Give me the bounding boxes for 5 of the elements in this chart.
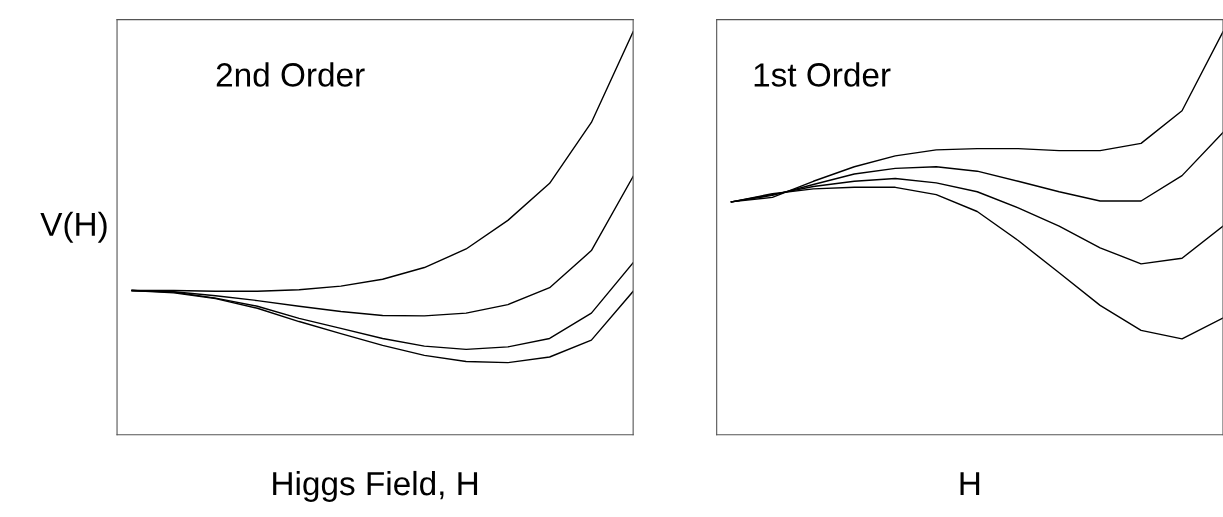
annotation: 2nd Order: [216, 62, 365, 87]
x-axis-title: Higgs Field, H: [273, 470, 478, 502]
y-axis-title: V(H): [40, 211, 107, 243]
annotation: 1st Order: [754, 62, 891, 87]
x-axis-title: H: [960, 472, 980, 496]
